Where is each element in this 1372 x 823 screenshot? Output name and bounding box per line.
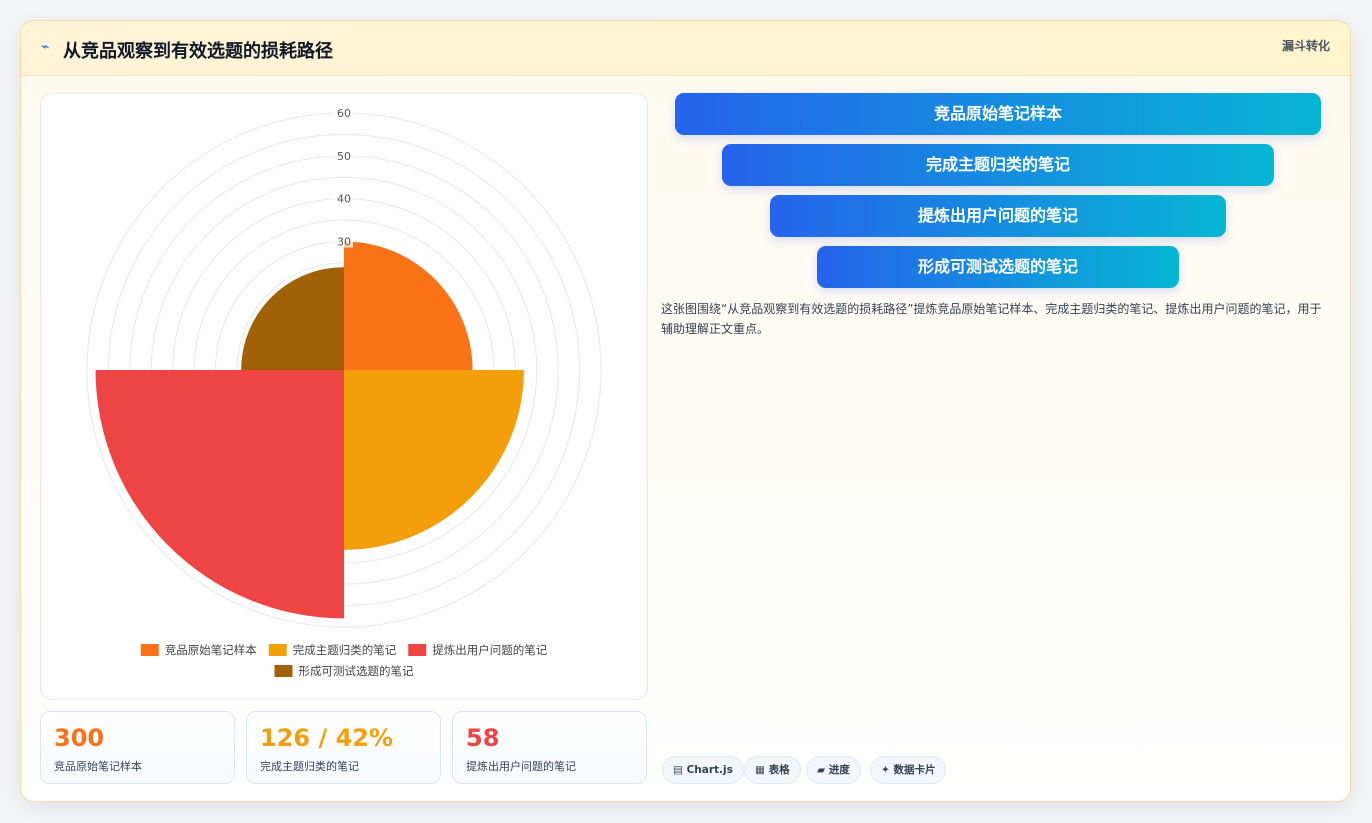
polar-segment-3[interactable] xyxy=(95,370,344,619)
funnel-stage-4: 形成可测试选题的笔记 xyxy=(817,246,1179,288)
stat-label: 完成主题归类的笔记 xyxy=(260,760,359,773)
stat-label: 提炼出用户问题的笔记 xyxy=(466,760,576,773)
spark-icon: ⌁ xyxy=(41,39,50,55)
tick-label: 50 xyxy=(337,150,351,163)
legend-swatch[interactable] xyxy=(140,644,159,656)
page-title: 从竞品观察到有效选题的损耗路径 xyxy=(63,41,333,62)
progress-icon: ▰ xyxy=(817,764,826,776)
funnel-stage-3: 提炼出用户问题的笔记 xyxy=(770,195,1226,237)
stat-label: 竞品原始笔记样本 xyxy=(54,760,142,773)
table-icon: ▦ xyxy=(755,764,765,776)
header-tag: 漏斗转化 xyxy=(1281,39,1330,53)
chip-chartjs[interactable]: ▤ Chart.js xyxy=(662,756,744,784)
tick-label: 40 xyxy=(337,193,351,206)
funnel-stage-1: 竞品原始笔记样本 xyxy=(675,93,1321,135)
tick-label-bg xyxy=(335,106,353,119)
chart-panel: 30 40 50 60 竞品原始笔记样本 完成主题归类的笔记 提炼出用户问题的笔记形成可测试… xyxy=(40,93,648,700)
stat-card-3: 58 提炼出用户问题的笔记 xyxy=(452,711,647,784)
polar-segment-1[interactable] xyxy=(344,241,473,371)
chip-label: 数据卡片 xyxy=(893,764,936,776)
tick-label: 60 xyxy=(337,107,351,120)
legend-label[interactable]: 形成可测试选题的笔记 xyxy=(299,664,414,678)
legend-swatch[interactable] xyxy=(268,644,287,656)
chip-label: 进度 xyxy=(828,764,850,776)
legend-label[interactable]: 提炼出用户问题的笔记 xyxy=(432,643,547,657)
stat-value: 300 xyxy=(54,724,105,752)
legend-label[interactable]: 完成主题归类的笔记 xyxy=(293,643,397,657)
stat-value: 126 / 42% xyxy=(260,724,394,752)
stat-card-1: 300 竞品原始笔记样本 xyxy=(40,711,235,784)
tick-label: 30 xyxy=(337,236,351,249)
polar-segment-4[interactable] xyxy=(241,267,344,370)
tick-label-bg xyxy=(335,148,353,162)
legend-swatch[interactable] xyxy=(274,665,293,677)
chip-data-card[interactable]: ✦ 数据卡片 xyxy=(870,756,947,784)
stat-value: 58 xyxy=(466,724,500,752)
funnel-stage-2: 完成主题归类的笔记 xyxy=(722,144,1274,186)
main-card: ⌁ 从竞品观察到有效选题的损耗路径 漏斗转化 30 40 50 60 竞品原始笔记样本完… xyxy=(20,20,1351,802)
chip-label: 表格 xyxy=(768,764,790,776)
chart-icon: ▤ xyxy=(673,764,683,776)
legend-swatch[interactable] xyxy=(408,644,427,656)
header: ⌁ 从竞品观察到有效选题的损耗路径 漏斗转化 xyxy=(21,21,1350,76)
chart-description: 这张图围绕“从竞品观察到有效选题的损耗路径”提炼竞品原始笔记样本、完成主题归类的… xyxy=(661,302,1322,336)
chip-table[interactable]: ▦ 表格 xyxy=(744,756,801,784)
chip-label: Chart.js xyxy=(686,764,733,776)
polar-area-chart: 30 40 50 60 竞品原始笔记样本 完成主题归类的笔记 提炼出用户问题的笔记形成可测试… xyxy=(86,106,602,678)
polar-segment-2[interactable] xyxy=(344,370,524,550)
legend-label[interactable]: 竞品原始笔记样本 xyxy=(165,643,257,657)
sparkle-icon: ✦ xyxy=(881,764,890,776)
stat-card-2: 126 / 42% 完成主题归类的笔记 xyxy=(246,711,441,784)
chip-progress[interactable]: ▰ 进度 xyxy=(806,756,861,784)
tick-label-bg xyxy=(335,234,353,248)
tick-label-bg xyxy=(335,191,353,205)
